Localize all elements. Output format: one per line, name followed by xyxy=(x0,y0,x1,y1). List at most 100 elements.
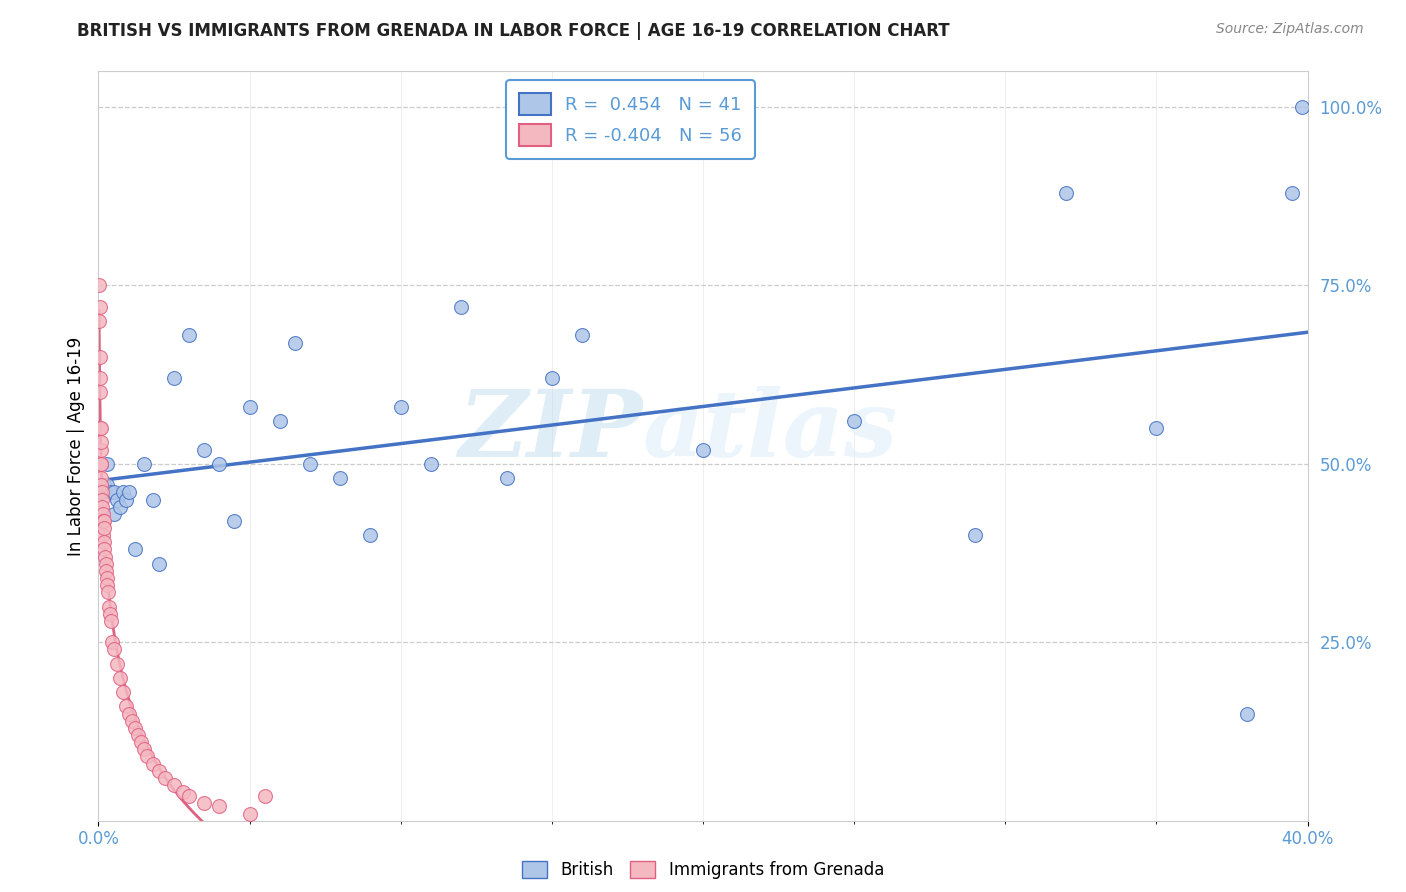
Text: ZIP: ZIP xyxy=(458,386,643,476)
Point xyxy=(1291,100,1313,114)
Point xyxy=(284,335,307,350)
Point xyxy=(132,457,155,471)
Point xyxy=(91,500,114,514)
Point xyxy=(96,478,118,492)
Point xyxy=(114,699,136,714)
Point xyxy=(103,485,125,500)
Point xyxy=(239,806,262,821)
Point xyxy=(90,457,112,471)
Point xyxy=(269,414,291,428)
Point xyxy=(179,328,201,343)
Point xyxy=(172,785,194,799)
Text: atlas: atlas xyxy=(643,386,898,476)
Point xyxy=(96,564,118,578)
Point xyxy=(148,764,170,778)
Point xyxy=(132,742,155,756)
Point xyxy=(118,706,141,721)
Point xyxy=(93,521,115,535)
Point xyxy=(100,485,122,500)
Point xyxy=(89,350,111,364)
Point xyxy=(1144,421,1167,435)
Point xyxy=(91,528,114,542)
Point xyxy=(94,549,117,564)
Point xyxy=(114,492,136,507)
Point xyxy=(98,607,121,621)
Point xyxy=(193,796,215,810)
Point xyxy=(96,571,118,585)
Point xyxy=(121,714,143,728)
Text: Source: ZipAtlas.com: Source: ZipAtlas.com xyxy=(1216,22,1364,37)
Point xyxy=(692,442,714,457)
Point xyxy=(1054,186,1077,200)
Point xyxy=(93,542,115,557)
Point xyxy=(96,457,118,471)
Point xyxy=(844,414,866,428)
Point xyxy=(90,421,112,435)
Point xyxy=(89,421,111,435)
Point xyxy=(87,278,110,293)
Point xyxy=(163,371,186,385)
Point xyxy=(142,492,165,507)
Point xyxy=(91,514,114,528)
Point xyxy=(108,500,131,514)
Legend: British, Immigrants from Grenada: British, Immigrants from Grenada xyxy=(516,854,890,886)
Point xyxy=(148,557,170,571)
Text: BRITISH VS IMMIGRANTS FROM GRENADA IN LABOR FORCE | AGE 16-19 CORRELATION CHART: BRITISH VS IMMIGRANTS FROM GRENADA IN LA… xyxy=(77,22,950,40)
Point xyxy=(329,471,352,485)
Point xyxy=(142,756,165,771)
Point xyxy=(129,735,152,749)
Point xyxy=(389,400,412,414)
Point xyxy=(299,457,322,471)
Point xyxy=(89,314,111,328)
Point xyxy=(163,778,186,792)
Point xyxy=(89,300,111,314)
Point xyxy=(90,485,112,500)
Point xyxy=(93,478,115,492)
Point xyxy=(450,300,472,314)
Point xyxy=(90,435,112,450)
Point xyxy=(540,371,562,385)
Point xyxy=(90,442,112,457)
Point xyxy=(96,578,118,592)
Point xyxy=(103,642,125,657)
Point xyxy=(90,478,112,492)
Point xyxy=(253,789,276,803)
Point xyxy=(193,442,215,457)
Point xyxy=(208,457,231,471)
Point xyxy=(97,585,120,599)
Point xyxy=(93,535,115,549)
Point xyxy=(965,528,987,542)
Point xyxy=(239,400,262,414)
Point xyxy=(90,485,112,500)
Point xyxy=(98,599,121,614)
Y-axis label: In Labor Force | Age 16-19: In Labor Force | Age 16-19 xyxy=(66,336,84,556)
Point xyxy=(208,799,231,814)
Point xyxy=(93,514,115,528)
Point xyxy=(124,542,146,557)
Point xyxy=(100,614,122,628)
Point xyxy=(105,492,128,507)
Point xyxy=(571,328,593,343)
Point xyxy=(94,557,117,571)
Point xyxy=(1236,706,1258,721)
Point xyxy=(420,457,443,471)
Point xyxy=(91,507,114,521)
Point xyxy=(124,721,146,735)
Point xyxy=(111,685,134,699)
Point xyxy=(135,749,157,764)
Point xyxy=(127,728,149,742)
Point xyxy=(90,457,112,471)
Point xyxy=(89,371,111,385)
Point xyxy=(153,771,176,785)
Point xyxy=(90,471,112,485)
Point xyxy=(179,789,201,803)
Point xyxy=(495,471,517,485)
Point xyxy=(89,385,111,400)
Point xyxy=(224,514,246,528)
Point xyxy=(103,507,125,521)
Point xyxy=(101,635,124,649)
Point xyxy=(108,671,131,685)
Legend: R =  0.454   N = 41, R = -0.404   N = 56: R = 0.454 N = 41, R = -0.404 N = 56 xyxy=(506,80,755,159)
Point xyxy=(118,485,141,500)
Point xyxy=(1281,186,1303,200)
